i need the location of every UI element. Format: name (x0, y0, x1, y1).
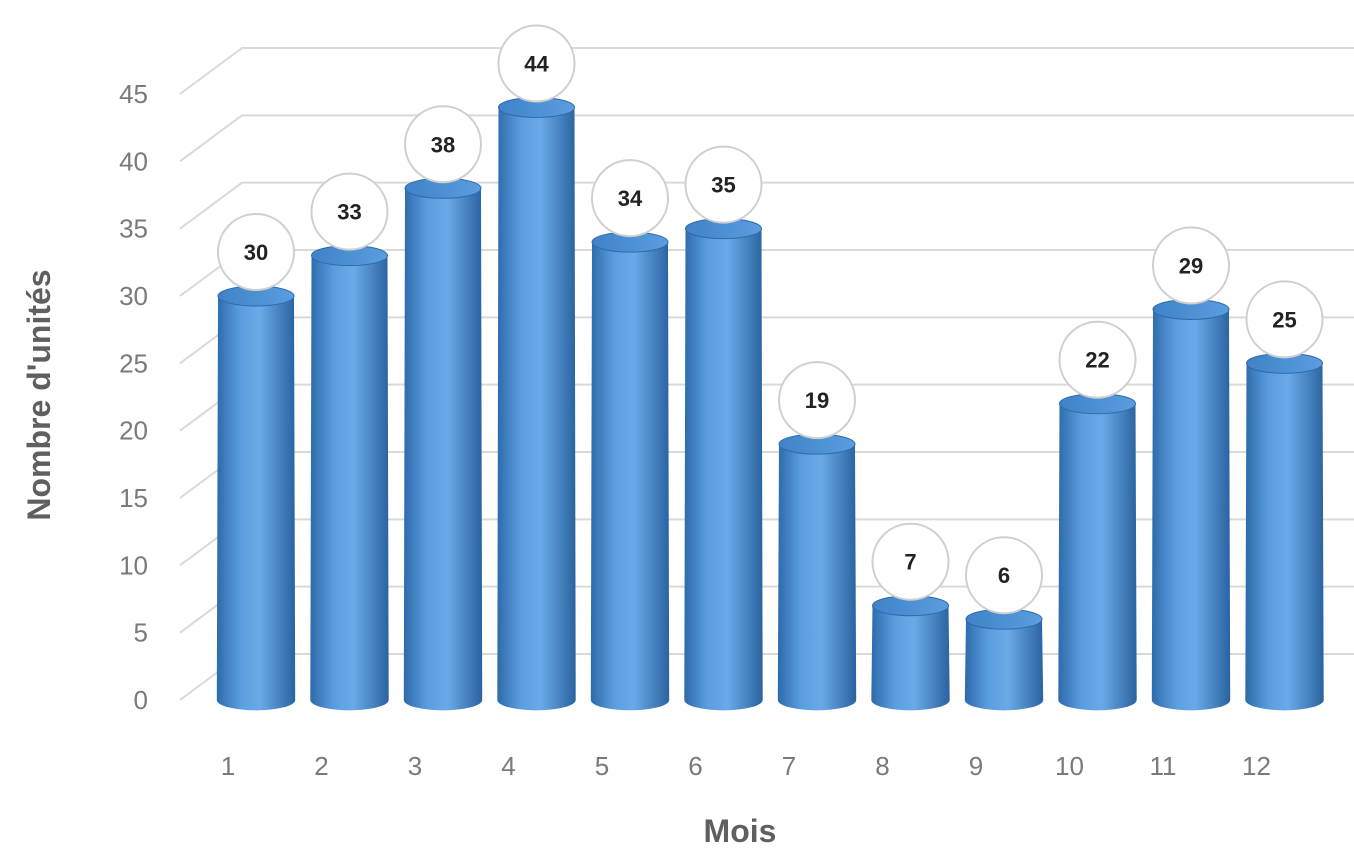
data-label-bubble (684, 145, 763, 224)
bars (216, 96, 1324, 711)
x-tick-label: 10 (1055, 751, 1084, 781)
bar-body (684, 228, 763, 711)
x-tick-label: 5 (595, 751, 609, 781)
x-tick-label: 7 (782, 751, 796, 781)
x-tick-label: 8 (875, 751, 889, 781)
data-label-bubble (310, 172, 389, 251)
bar-body (497, 107, 576, 711)
bar-12 (1245, 352, 1324, 711)
bar-body (403, 188, 483, 711)
data-label: 34 (618, 186, 643, 211)
data-labels: 30 33 38 44 34 35 19 7 6 22 29 25 (217, 24, 1324, 615)
x-axis-ticks: 1 2 3 4 5 6 7 8 9 10 11 12 (221, 751, 1271, 781)
data-label-bubble (217, 213, 295, 291)
bar-10 (1058, 393, 1137, 711)
bar-8 (871, 595, 950, 711)
bar-9 (964, 608, 1044, 711)
x-tick-label: 4 (501, 751, 515, 781)
y-tick-label: 25 (119, 348, 148, 378)
data-label-bubble (404, 105, 482, 184)
data-label-bubble (591, 159, 669, 238)
x-tick-label: 3 (408, 751, 422, 781)
bar-body (590, 242, 670, 711)
data-label-bubble (1058, 320, 1137, 399)
data-label-bubble (871, 522, 950, 601)
x-tick-label: 6 (688, 751, 702, 781)
bar-body (1058, 403, 1137, 711)
bar-7 (777, 433, 857, 711)
bar-body (964, 619, 1044, 711)
bar-11 (1151, 298, 1231, 711)
bar-2 (310, 245, 389, 711)
bar-body (1245, 363, 1324, 711)
y-tick-label: 35 (119, 214, 148, 244)
y-axis-ticks: 0 5 10 15 20 25 30 35 40 45 (119, 79, 148, 715)
gridline (179, 114, 1354, 163)
x-tick-label: 11 (1150, 751, 1177, 781)
y-tick-label: 10 (119, 550, 148, 580)
gridline (179, 47, 1354, 95)
bar-3 (403, 177, 483, 711)
y-tick-label: 40 (119, 146, 148, 176)
y-tick-label: 45 (119, 79, 148, 109)
data-label: 33 (337, 200, 361, 225)
data-label: 44 (524, 51, 549, 76)
data-label: 38 (431, 132, 455, 157)
gridline (179, 181, 1354, 230)
y-tick-label: 20 (119, 416, 148, 446)
bar-body (216, 296, 296, 711)
bar-1 (216, 285, 296, 711)
data-label-bubble (965, 536, 1043, 615)
data-label: 29 (1179, 253, 1203, 278)
data-label-bubble (1152, 226, 1230, 305)
y-tick-label: 5 (134, 618, 148, 648)
bar-body (1151, 309, 1231, 711)
data-label: 22 (1085, 348, 1109, 373)
x-tick-label: 2 (314, 751, 328, 781)
y-tick-label: 15 (119, 483, 148, 513)
bar-body (871, 605, 950, 711)
bar-5 (590, 231, 670, 711)
bar-body (310, 255, 389, 711)
data-label-bubble (497, 24, 576, 103)
bar-4 (497, 96, 576, 711)
x-tick-label: 12 (1242, 751, 1271, 781)
y-tick-label: 0 (134, 685, 148, 715)
data-label: 19 (805, 388, 829, 413)
data-label-bubble (778, 361, 856, 440)
y-axis-title: Nombre d'unités (21, 269, 57, 520)
data-label: 35 (711, 173, 735, 198)
bar-6 (684, 218, 763, 711)
data-label: 7 (904, 550, 916, 575)
x-axis-title: Mois (704, 813, 777, 848)
data-label: 6 (998, 563, 1010, 588)
data-label-bubble (1245, 280, 1324, 359)
x-tick-label: 1 (221, 751, 235, 781)
bar-body (777, 444, 857, 711)
data-label: 25 (1272, 307, 1296, 332)
x-tick-label: 9 (969, 751, 983, 781)
data-label: 30 (244, 240, 268, 265)
y-tick-label: 30 (119, 281, 148, 311)
